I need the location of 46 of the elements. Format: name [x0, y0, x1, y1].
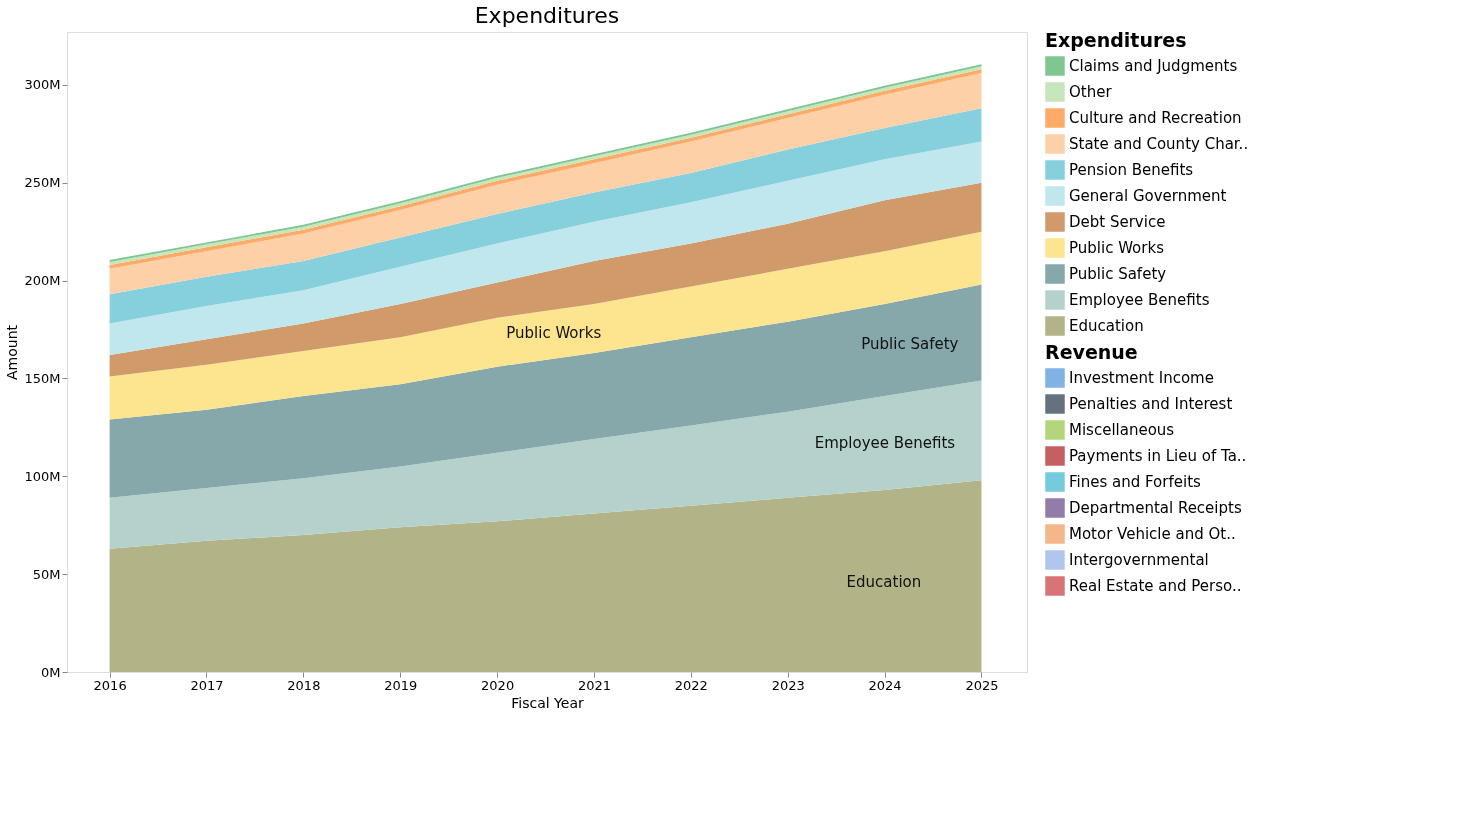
x-tick-label: 2016: [93, 677, 127, 693]
annotation: Public Works: [506, 324, 602, 343]
text: Revenue: [1045, 341, 1138, 363]
y-tick-label: 200M: [24, 273, 61, 289]
legend-label: Investment Income: [1069, 369, 1214, 387]
x-axis-title: Fiscal Year: [511, 694, 584, 711]
y-tick-label: 300M: [24, 77, 61, 93]
chart-title: Expenditures: [474, 3, 620, 28]
legend-label: Culture and Recreation: [1069, 109, 1242, 127]
x-tick-label: 2025: [965, 677, 999, 693]
x-tick-label: 2019: [384, 677, 418, 693]
y-tick-label: 50M: [32, 566, 61, 582]
legend-label: Public Works: [1069, 239, 1165, 257]
legend-label: General Government: [1069, 187, 1227, 205]
x-tick-label: 2021: [577, 677, 612, 693]
x-tick-label: 2017: [190, 677, 224, 693]
annotation: Employee Benefits: [814, 433, 956, 452]
legend-label: Intergovernmental: [1069, 551, 1209, 569]
x-tick-label: 2020: [481, 677, 515, 693]
legend-label: Real Estate and Perso..: [1069, 577, 1242, 595]
y-tick-label: 0M: [41, 664, 61, 680]
legend-label: Employee Benefits: [1069, 291, 1210, 309]
legend-label: Motor Vehicle and Ot..: [1069, 525, 1236, 543]
annotation: Public Safety: [861, 334, 959, 353]
legend-label: Claims and Judgments: [1069, 57, 1238, 75]
legend-label: Miscellaneous: [1069, 421, 1175, 439]
x-tick-label: 2022: [674, 677, 708, 693]
y-tick-label: 150M: [24, 370, 61, 386]
y-tick-label: 250M: [24, 175, 61, 191]
legend-label: Debt Service: [1069, 213, 1166, 231]
legend-label: Penalties and Interest: [1069, 395, 1233, 413]
text: Expenditures: [1045, 29, 1187, 51]
x-tick-label: 2023: [771, 677, 805, 693]
legend-label: Departmental Receipts: [1069, 499, 1242, 517]
legend-label: Other: [1069, 83, 1113, 101]
legend-label: Pension Benefits: [1069, 161, 1194, 179]
y-tick-label: 100M: [24, 468, 61, 484]
legend-label: Education: [1069, 317, 1144, 335]
legend-label: State and County Char..: [1069, 135, 1249, 153]
legend-label: Public Safety: [1069, 265, 1167, 283]
legend-label: Fines and Forfeits: [1069, 473, 1202, 491]
annotation: Education: [846, 572, 922, 591]
x-tick-label: 2024: [868, 677, 902, 693]
y-axis-title: Amount: [4, 324, 21, 381]
x-tick-label: 2018: [287, 677, 321, 693]
legend-label: Payments in Lieu of Ta..: [1069, 447, 1247, 465]
